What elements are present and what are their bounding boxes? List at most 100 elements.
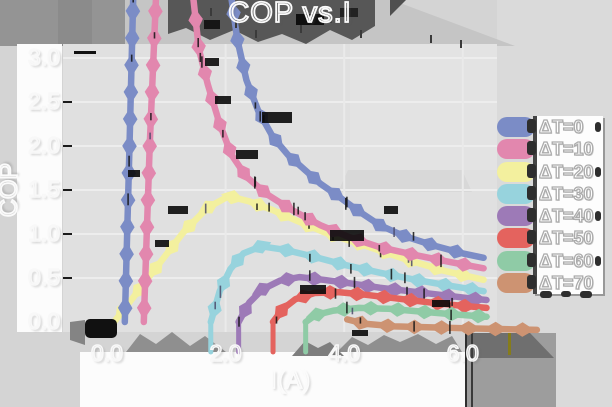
series-diamond (267, 130, 284, 150)
series-diamond (418, 237, 442, 252)
noise-dash (132, 0, 134, 3)
legend-swatch (497, 206, 535, 226)
noise-dash (449, 320, 451, 334)
noise-dash (128, 155, 130, 167)
series-diamond (463, 291, 487, 307)
noise-dash (359, 317, 362, 324)
noise-dash (348, 237, 350, 247)
legend-edge-nub (595, 211, 601, 221)
artifact-mound (126, 332, 226, 352)
series-diamond (510, 322, 535, 337)
series-diamond (444, 244, 468, 259)
series-diamond (406, 273, 431, 288)
noise-dash (149, 132, 151, 140)
series-diamond (372, 241, 397, 256)
noise-patch (168, 206, 188, 214)
series-diamond (298, 212, 320, 226)
noise-patch (330, 230, 364, 241)
series-diamond (247, 198, 270, 212)
x-axis-label: I(A) (269, 365, 311, 395)
legend-swatch (497, 272, 535, 293)
gridline-y (63, 57, 497, 59)
series-diamond (248, 240, 272, 254)
noise-dash (390, 268, 393, 280)
noise-dash (345, 198, 347, 210)
series-diamond (345, 286, 370, 302)
x-label-margin (80, 352, 465, 407)
legend-edge-nub (527, 208, 536, 222)
noise-dash (293, 202, 295, 216)
legend-edge-nub (527, 163, 536, 178)
series-diamond (302, 271, 327, 286)
series-diamond (244, 80, 258, 104)
series-diamond (148, 258, 163, 278)
y-tick-label: 1.5 (27, 175, 61, 203)
noise-dash (378, 245, 381, 252)
series-diamond (251, 282, 274, 296)
gridline-y (63, 101, 497, 103)
legend-label: ΔT=30 (538, 183, 594, 204)
noise-patch (262, 112, 292, 123)
noise-patch (215, 96, 231, 104)
legend-swatch (497, 161, 535, 182)
legend-edge-nub (580, 291, 592, 298)
series-diamond (118, 269, 134, 293)
series-diamond (369, 218, 390, 232)
series-diamond (139, 215, 155, 239)
noise-dash (346, 196, 348, 208)
series-diamond (424, 261, 448, 276)
noise-dash (350, 264, 352, 274)
artifact-mound (337, 334, 462, 352)
series-diamond (398, 292, 423, 308)
legend-edge-nub (527, 252, 536, 267)
series-diamond (275, 243, 299, 258)
series-diamond (239, 299, 252, 321)
top-corner-notch (390, 0, 406, 16)
series-diamond (221, 190, 245, 205)
series-diamond (347, 203, 368, 217)
noise-dash (130, 54, 133, 62)
noise-patch (155, 240, 169, 247)
series-diamond (144, 80, 160, 105)
series-diamond (188, 7, 203, 32)
noise-dash (309, 253, 311, 262)
series-diamond (385, 302, 410, 317)
noise-dash (222, 129, 224, 138)
legend-edge-nub (595, 122, 601, 132)
series-diamond (226, 1, 241, 26)
noise-dash (153, 32, 156, 39)
series-diamond (304, 169, 323, 186)
series-diamond (325, 187, 346, 201)
y-tick-mark (63, 233, 72, 235)
top-strip-wedge (392, 0, 515, 46)
gridline-y (63, 189, 497, 191)
series-diamond (452, 298, 477, 314)
series-diamond (125, 0, 141, 24)
series-diamond (205, 87, 220, 111)
noise-dash (451, 297, 453, 306)
series-diamond (275, 199, 296, 213)
noise-dash (214, 301, 216, 310)
series-diamond (305, 307, 329, 322)
noise-dash (346, 301, 348, 314)
series-diamond (145, 53, 161, 78)
noise-dash (309, 270, 311, 281)
origin-blob (85, 319, 117, 338)
series-diamond (236, 54, 251, 78)
noise-patch (352, 330, 368, 336)
gridline-x (343, 44, 346, 332)
noise-dash (254, 102, 257, 109)
noise-dash (256, 203, 258, 210)
noise-dash (353, 276, 356, 289)
noise-dash (238, 316, 240, 327)
legend-label: ΔT=50 (538, 228, 594, 249)
series-diamond (124, 53, 139, 78)
y-tick-label: 1.0 (27, 219, 61, 247)
noise-dash (219, 285, 222, 298)
series-diamond (136, 296, 152, 320)
legend-swatch (497, 117, 535, 137)
y-tick-mark (63, 145, 72, 147)
noise-patch (384, 206, 398, 214)
noise-dash (423, 288, 425, 302)
series-diamond (140, 188, 156, 213)
